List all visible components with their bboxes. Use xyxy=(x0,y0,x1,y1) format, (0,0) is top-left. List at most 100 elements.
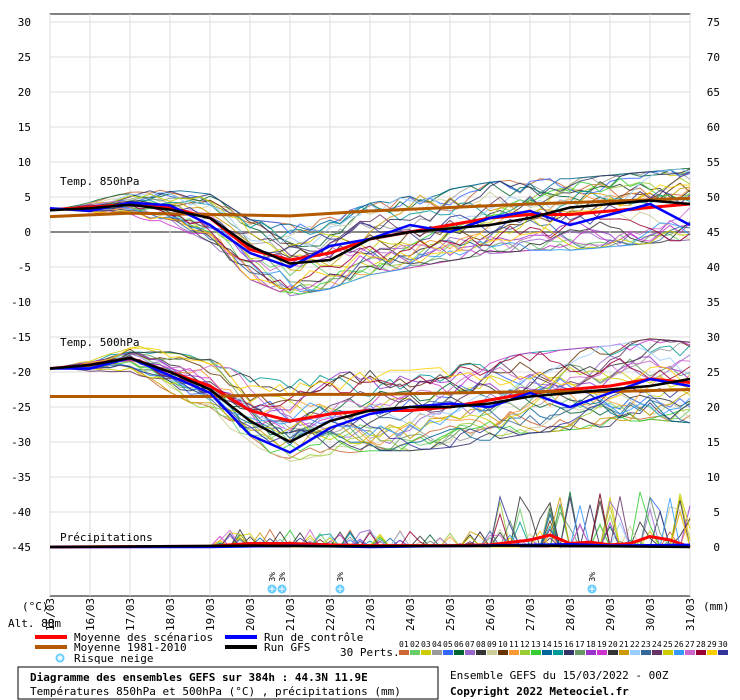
left-tick-label: 20 xyxy=(18,86,31,99)
left-tick-label: -20 xyxy=(11,366,31,379)
series-line-3-precip xyxy=(49,544,691,549)
left-tick-label: -25 xyxy=(11,401,31,414)
perturbation-line-30-t500 xyxy=(49,364,691,450)
left-tick-label: -10 xyxy=(11,296,31,309)
perturbation-swatch xyxy=(465,650,475,655)
right-tick-label: 45 xyxy=(707,226,720,239)
x-date-label: 28/03 xyxy=(564,598,577,631)
perturbation-number: 17 xyxy=(575,640,585,649)
right-tick-label: 35 xyxy=(707,296,720,309)
perturbation-swatch xyxy=(487,650,497,655)
left-tick-label: -30 xyxy=(11,436,31,449)
left-tick-label: -15 xyxy=(11,331,31,344)
left-tick-label: 0 xyxy=(24,226,31,239)
axes: 302520151050-5-10-15-20-25-30-35-40-4575… xyxy=(11,16,720,631)
legend-label-mean: Moyenne des scénarios xyxy=(74,631,213,644)
perturbation-number: 30 xyxy=(718,640,728,649)
perturbation-line-25-t850 xyxy=(49,193,691,254)
left-tick-label: -45 xyxy=(11,541,31,554)
perturbation-number: 15 xyxy=(553,640,563,649)
snow-risk-markers: 3% 3% 3% 3% xyxy=(267,572,597,594)
perturbation-number: 23 xyxy=(641,640,651,649)
perturbation-line-29-t850 xyxy=(49,184,691,290)
perturbation-swatch xyxy=(399,650,409,655)
title-box xyxy=(17,666,439,700)
x-date-label: 30/03 xyxy=(644,598,657,631)
perturbation-swatch xyxy=(509,650,519,655)
perturbation-line-13-t500 xyxy=(49,361,691,454)
x-date-label: 21/03 xyxy=(284,598,297,631)
right-tick-label: 55 xyxy=(707,156,720,169)
perturbation-swatch xyxy=(421,650,431,655)
perturbation-number: 01 xyxy=(399,640,409,649)
perturbation-number: 27 xyxy=(685,640,695,649)
x-date-label: 31/03 xyxy=(684,598,697,631)
perturbation-number: 10 xyxy=(498,640,508,649)
panel-label-t850: Temp. 850hPa xyxy=(60,175,139,188)
legend-label-control: Run de contrôle xyxy=(264,631,363,644)
chart-title: Diagramme des ensembles GEFS sur 384h : … xyxy=(30,671,368,684)
panel-label-precip: Précipitations xyxy=(60,531,153,544)
right-tick-label: 30 xyxy=(707,331,720,344)
perturbation-line-2-t500 xyxy=(49,352,691,446)
perturbation-number: 25 xyxy=(663,640,673,649)
legend-label-climate: Moyenne 1981-2010 xyxy=(74,641,187,654)
x-date-label: 23/03 xyxy=(364,598,377,631)
perturbation-number: 26 xyxy=(674,640,684,649)
perturbation-swatch xyxy=(553,650,563,655)
x-date-label: 15/03 xyxy=(44,598,57,631)
snowflake-cross xyxy=(337,586,343,592)
legend-swatch-gfs xyxy=(225,645,257,649)
x-date-label: 20/03 xyxy=(244,598,257,631)
perturbation-swatch xyxy=(685,650,695,655)
right-tick-label: 15 xyxy=(707,436,720,449)
panel-label-t500: Temp. 500hPa xyxy=(60,336,139,349)
perturbation-swatch xyxy=(718,650,728,655)
perturbation-number: 19 xyxy=(597,640,607,649)
snowflake-icon xyxy=(55,653,65,663)
perturbation-number: 18 xyxy=(586,640,596,649)
perturbation-line-26-t850 xyxy=(49,206,691,293)
left-tick-label: -5 xyxy=(18,261,31,274)
perturbation-swatch xyxy=(652,650,662,655)
right-tick-label: 0 xyxy=(713,541,720,554)
perturbation-number: 09 xyxy=(487,640,497,649)
perturbation-line-17-t850 xyxy=(49,196,691,292)
right-tick-label: 50 xyxy=(707,191,720,204)
main-series xyxy=(49,196,691,549)
perturbation-swatch xyxy=(630,650,640,655)
perturbation-swatch xyxy=(520,650,530,655)
perturbation-line-18-t500 xyxy=(49,353,691,419)
perturbation-number: 16 xyxy=(564,640,574,649)
perturbation-number: 04 xyxy=(432,640,442,649)
perturbation-swatch xyxy=(542,650,552,655)
right-tick-label: 40 xyxy=(707,261,720,274)
snowflake-cross xyxy=(269,586,275,592)
x-date-label: 17/03 xyxy=(124,598,137,631)
copyright: Copyright 2022 Meteociel.fr xyxy=(450,685,629,698)
perturbation-swatch xyxy=(454,650,464,655)
right-tick-label: 65 xyxy=(707,86,720,99)
perturbation-swatch xyxy=(564,650,574,655)
perturbation-number: 14 xyxy=(542,640,552,649)
right-tick-label: 70 xyxy=(707,51,720,64)
perturbation-number: 12 xyxy=(520,640,530,649)
x-date-label: 27/03 xyxy=(524,598,537,631)
snow-risk-label: 3% xyxy=(268,572,277,582)
perturbation-swatch xyxy=(663,650,673,655)
right-tick-label: 60 xyxy=(707,121,720,134)
snowflake-cross xyxy=(279,586,285,592)
perturbation-swatch xyxy=(696,650,706,655)
left-tick-label: -35 xyxy=(11,471,31,484)
perturbation-number: 11 xyxy=(509,640,519,649)
right-tick-label: 20 xyxy=(707,401,720,414)
perturbation-swatch xyxy=(476,650,486,655)
left-tick-label: -40 xyxy=(11,506,31,519)
x-date-label: 22/03 xyxy=(324,598,337,631)
perturbation-line-21-t500 xyxy=(49,361,691,448)
perturbation-number: 13 xyxy=(531,640,541,649)
perturbation-number: 29 xyxy=(707,640,717,649)
x-date-label: 19/03 xyxy=(204,598,217,631)
perturbation-number: 06 xyxy=(454,640,464,649)
